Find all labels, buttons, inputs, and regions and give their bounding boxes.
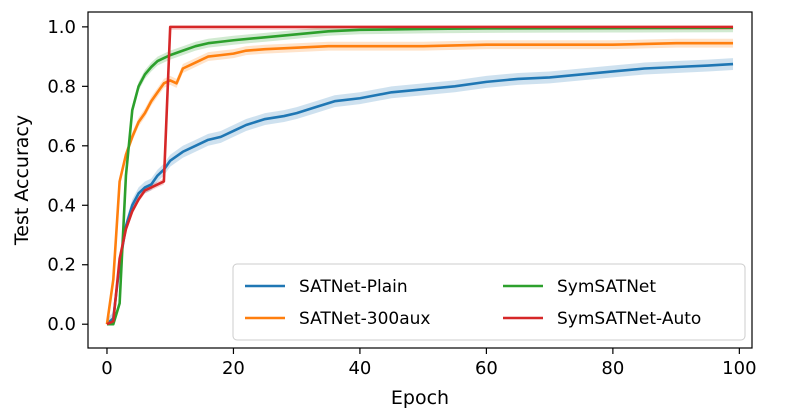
legend-label: SymSATNet bbox=[557, 277, 656, 297]
y-tick-label: 1.0 bbox=[47, 17, 76, 38]
legend-label: SymSATNet-Auto bbox=[557, 309, 701, 329]
y-tick-label: 0.0 bbox=[47, 314, 76, 335]
y-tick-label: 0.8 bbox=[47, 76, 76, 97]
legend-box bbox=[232, 263, 746, 341]
x-axis-label: Epoch bbox=[391, 387, 449, 409]
y-axis-label: Test Accuracy bbox=[11, 115, 33, 246]
y-tick-label: 0.2 bbox=[47, 255, 76, 276]
legend-label: SATNet-Plain bbox=[299, 277, 408, 297]
x-axis-ticks: 0 20 40 60 80 100 bbox=[101, 348, 757, 379]
x-tick-label: 20 bbox=[222, 358, 245, 379]
series-lines bbox=[105, 25, 734, 326]
y-tick-label: 0.6 bbox=[47, 136, 76, 157]
x-tick-label: 100 bbox=[722, 358, 756, 379]
plot-frame bbox=[87, 11, 753, 349]
series-line-0 bbox=[106, 62, 734, 326]
series-line-1 bbox=[105, 41, 734, 325]
legend: SATNet-Plain SATNet-300aux SymSATNet SymSAT… bbox=[232, 263, 746, 341]
x-tick-label: 60 bbox=[475, 358, 498, 379]
series-line-3 bbox=[106, 25, 734, 326]
legend-label: SATNet-300aux bbox=[299, 309, 430, 329]
x-tick-label: 0 bbox=[101, 358, 112, 379]
series-line-2 bbox=[106, 26, 734, 326]
y-tick-label: 0.4 bbox=[47, 195, 76, 216]
x-tick-label: 80 bbox=[601, 358, 624, 379]
y-axis-ticks: 0.0 0.2 0.4 0.6 0.8 1.0 bbox=[47, 17, 88, 335]
x-tick-label: 40 bbox=[348, 358, 371, 379]
series-band-0 bbox=[106, 58, 734, 325]
